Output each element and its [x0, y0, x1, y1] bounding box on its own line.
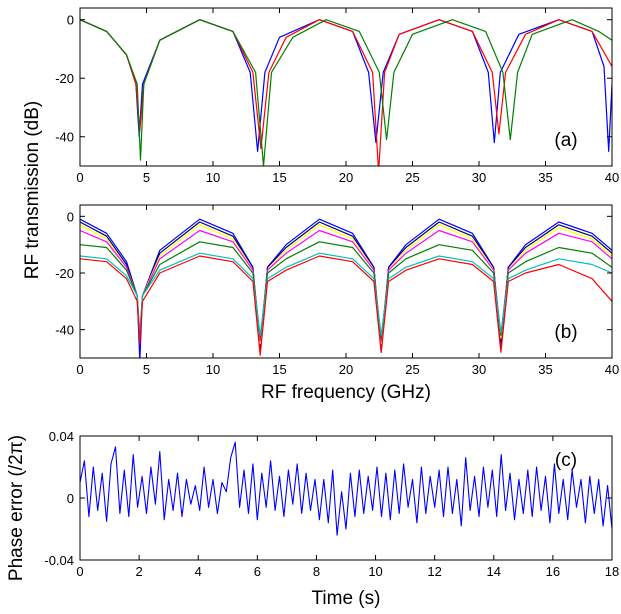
x-tick-label: 15: [272, 362, 286, 377]
x-tick-label: 18: [605, 564, 619, 579]
panel-c: 0 2 4 6 8 10 12 14 16 180.040-0.04(c)Time (s): [44, 429, 619, 609]
y-tick-label: 0: [67, 13, 74, 28]
y-tick-label: -40: [55, 323, 74, 338]
x-tick-label: 40: [605, 170, 619, 185]
x-tick-label: 5: [143, 362, 150, 377]
y-tick-label: -40: [55, 130, 74, 145]
series-line-2: [80, 19, 612, 166]
x-tick-label: 40: [605, 362, 619, 377]
x-tick-label: 10: [368, 564, 382, 579]
y-tick-label: -20: [55, 71, 74, 86]
x-tick-label: 20: [339, 170, 353, 185]
x-axis-label: RF frequency (GHz): [261, 382, 431, 403]
series-line-1: [80, 218, 612, 358]
series-line-4: [80, 229, 612, 342]
x-tick-label: 6: [254, 564, 261, 579]
shared-y-axis-label: RF transmission (dB): [22, 101, 43, 279]
x-axis-label: Time (s): [312, 588, 381, 609]
panel-a: 0 5 10 15 20 25 30 35 40 0 -20 -40 (a): [55, 7, 619, 185]
panel-label: (b): [554, 322, 577, 343]
x-tick-label: 14: [487, 564, 501, 579]
y-tick-label: 0: [67, 209, 74, 224]
x-tick-label: 30: [472, 170, 486, 185]
series-line-7: [80, 255, 612, 356]
x-tick-label: 10: [206, 362, 220, 377]
x-tick-label: 0: [76, 362, 83, 377]
x-tick-label: 25: [405, 362, 419, 377]
phase-y-axis-label: Phase error (/2π): [6, 435, 27, 581]
plot-frame: [79, 204, 613, 359]
x-tick-label: 8: [313, 564, 320, 579]
y-tick-label: 0: [67, 491, 74, 506]
x-tick-label: 30: [472, 362, 486, 377]
series-line-1: [80, 19, 612, 152]
x-tick-label: 0: [76, 564, 83, 579]
x-tick-label: 20: [339, 362, 353, 377]
x-tick-label: 35: [538, 362, 552, 377]
x-tick-label: 0: [76, 170, 83, 185]
panel-b: 0 5 10 15 20 25 30 35 40 0 -20 -40 (b) RF frequency (…: [55, 204, 619, 403]
x-tick-label: 35: [538, 170, 552, 185]
series-line-3: [80, 19, 612, 166]
x-tick-label: 12: [427, 564, 441, 579]
x-tick-label: 5: [143, 170, 150, 185]
x-tick-label: 15: [272, 170, 286, 185]
x-tick-label: 2: [135, 564, 142, 579]
panel-label: (c): [555, 450, 577, 471]
y-tick-label: -20: [55, 266, 74, 281]
panel-label: (a): [554, 130, 577, 151]
x-tick-label: 4: [195, 564, 202, 579]
x-tick-label: 16: [546, 564, 560, 579]
x-tick-label: 25: [405, 170, 419, 185]
x-tick-label: 10: [206, 170, 220, 185]
y-tick-label: -0.04: [44, 553, 74, 568]
series-line-1: [80, 441, 612, 536]
y-tick-label: 0.04: [49, 429, 74, 444]
